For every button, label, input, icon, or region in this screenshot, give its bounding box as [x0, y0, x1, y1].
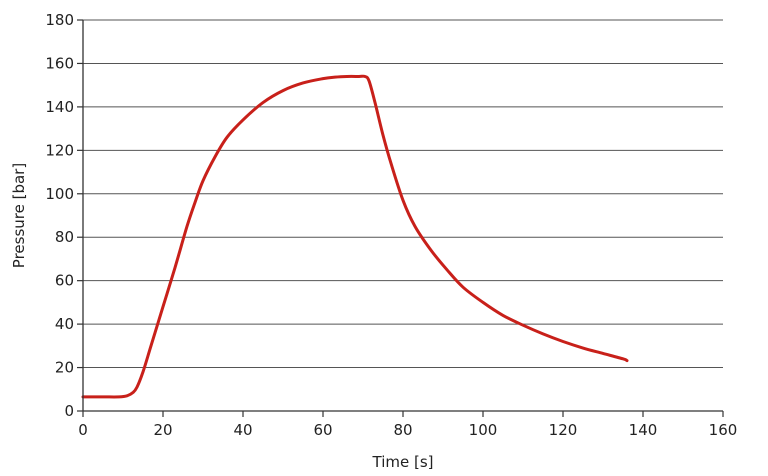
axes: [82, 20, 723, 412]
x-tick-label-140: 140: [629, 421, 658, 439]
y-tick-label-40: 40: [55, 315, 74, 333]
y-axis-title: Pressure [bar]: [10, 163, 28, 268]
series-layer: [81, 74, 629, 399]
series-line-0: [81, 74, 629, 399]
x-tick-label-100: 100: [469, 421, 498, 439]
y-tick-label-80: 80: [55, 228, 74, 246]
x-tick-label-80: 80: [393, 421, 412, 439]
x-axis-title: Time [s]: [372, 453, 434, 471]
y-tick-label-180: 180: [45, 11, 74, 29]
y-axis-ticks: 0 20 40 60 80 100 120 140 160 180: [45, 11, 83, 420]
y-tick-label-0: 0: [64, 402, 74, 420]
y-tick-label-140: 140: [45, 98, 74, 116]
y-tick-label-100: 100: [45, 185, 74, 203]
y-tick-label-20: 20: [55, 359, 74, 377]
x-tick-label-40: 40: [233, 421, 252, 439]
y-tick-label-60: 60: [55, 272, 74, 290]
x-tick-label-20: 20: [153, 421, 172, 439]
x-tick-label-120: 120: [549, 421, 578, 439]
y-tick-label-120: 120: [45, 141, 74, 159]
x-tick-label-160: 160: [709, 421, 738, 439]
y-tick-label-160: 160: [45, 54, 74, 72]
x-axis-ticks: 0 20 40 60 80 100 120 140 160: [78, 411, 737, 439]
x-tick-label-60: 60: [313, 421, 332, 439]
grid-lines: [83, 19, 723, 369]
x-tick-label-0: 0: [78, 421, 88, 439]
